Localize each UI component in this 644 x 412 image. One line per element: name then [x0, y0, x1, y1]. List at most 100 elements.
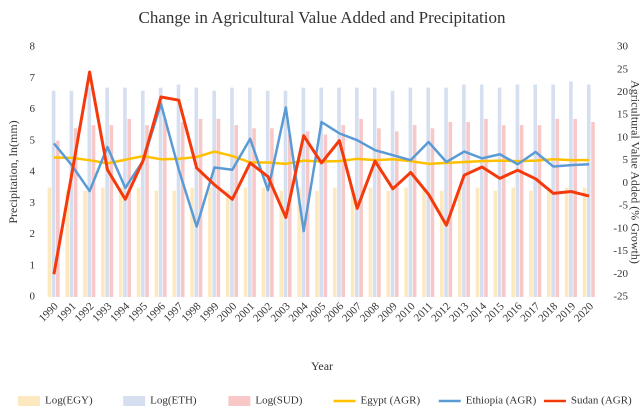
bar	[412, 125, 417, 297]
y2-tick-label: 0	[623, 177, 629, 189]
bar	[234, 125, 239, 297]
bar	[91, 125, 96, 297]
bar	[591, 122, 595, 297]
bar	[301, 87, 306, 297]
bar	[341, 125, 346, 297]
bar	[265, 90, 270, 297]
bar	[69, 90, 74, 297]
bar	[466, 122, 470, 297]
bar	[270, 128, 274, 297]
bar	[462, 84, 466, 297]
bar	[158, 87, 163, 297]
bar	[109, 125, 114, 297]
chart-title: Change in Agricultural Value Added and P…	[139, 8, 506, 27]
y2-tick-label: -5	[619, 200, 629, 212]
bar	[172, 190, 177, 297]
legend-swatch	[123, 396, 146, 406]
y2-axis-title: Agricultural Value Added (% Growth)	[628, 80, 642, 264]
y2-tick-label: 10	[617, 131, 629, 143]
bar	[283, 90, 288, 297]
legend-label: Log(SUD)	[255, 395, 302, 407]
y-tick-label: 8	[30, 41, 36, 53]
x-tick-label: 2020	[572, 300, 596, 324]
bar	[390, 90, 395, 297]
y2-tick-label: 5	[623, 154, 629, 166]
bar	[101, 187, 105, 297]
bar	[555, 118, 560, 297]
legend-label: Ethiopia (AGR)	[466, 395, 537, 407]
legend-label: Log(ETH)	[150, 395, 197, 407]
y-tick-label: 0	[30, 291, 36, 303]
bar	[493, 190, 498, 297]
bar	[551, 84, 555, 297]
y2-tick-label: 25	[617, 63, 629, 75]
y2-tick-label: -15	[613, 245, 628, 257]
bar	[422, 187, 426, 297]
bar	[404, 187, 408, 297]
bar	[564, 187, 569, 297]
bar	[319, 87, 323, 297]
bar	[440, 190, 444, 297]
bar	[479, 84, 484, 297]
bar	[394, 131, 399, 297]
y-tick-label: 5	[30, 134, 36, 146]
bar	[252, 128, 256, 297]
legend-label: Egypt (AGR)	[361, 395, 421, 407]
bar	[350, 190, 355, 297]
y2-tick-label: 30	[617, 41, 629, 53]
bar	[180, 122, 185, 297]
bar	[377, 128, 381, 297]
bar	[573, 118, 577, 297]
bar	[279, 190, 284, 297]
bar	[547, 187, 551, 297]
bar	[519, 125, 524, 297]
y2-tick-label: -20	[613, 268, 628, 280]
bar	[208, 187, 212, 297]
bar	[444, 87, 448, 297]
y-tick-label: 1	[30, 259, 36, 271]
bar	[56, 140, 60, 297]
bar	[497, 87, 502, 297]
bar	[87, 87, 92, 297]
bar	[73, 128, 78, 297]
bar	[372, 87, 377, 297]
bar	[586, 84, 591, 297]
y-tick-label: 7	[30, 72, 36, 84]
bar	[163, 118, 167, 297]
bar	[368, 187, 373, 297]
bar	[140, 90, 145, 297]
bar	[261, 187, 266, 297]
bar	[323, 134, 328, 297]
bar	[297, 187, 301, 297]
bar	[136, 187, 141, 297]
bar	[359, 118, 363, 297]
legend-label: Sudan (AGR)	[571, 395, 632, 407]
legend-swatch	[18, 396, 40, 406]
bar	[511, 187, 515, 297]
bar	[47, 187, 52, 297]
bar	[212, 90, 216, 297]
y2-tick-label: -10	[613, 222, 628, 234]
bar	[355, 87, 359, 297]
y-tick-label: 2	[30, 228, 36, 240]
bar	[105, 87, 109, 297]
y2-tick-label: 20	[617, 86, 629, 98]
y2-tick-label: 15	[617, 109, 629, 121]
bar	[154, 190, 159, 297]
bar	[216, 118, 221, 297]
y-axis-title: Precipitation, ln(mm)	[6, 120, 20, 223]
bar	[194, 87, 199, 297]
bar	[198, 118, 203, 297]
y-tick-label: 6	[30, 103, 36, 115]
bar	[123, 87, 127, 297]
bar	[243, 187, 248, 297]
bar	[176, 84, 181, 297]
bar	[515, 84, 520, 297]
bar	[502, 125, 506, 297]
bar	[408, 87, 413, 297]
legend-swatch	[228, 396, 251, 406]
bar	[145, 125, 149, 297]
bar	[127, 118, 132, 297]
bar	[337, 87, 341, 297]
